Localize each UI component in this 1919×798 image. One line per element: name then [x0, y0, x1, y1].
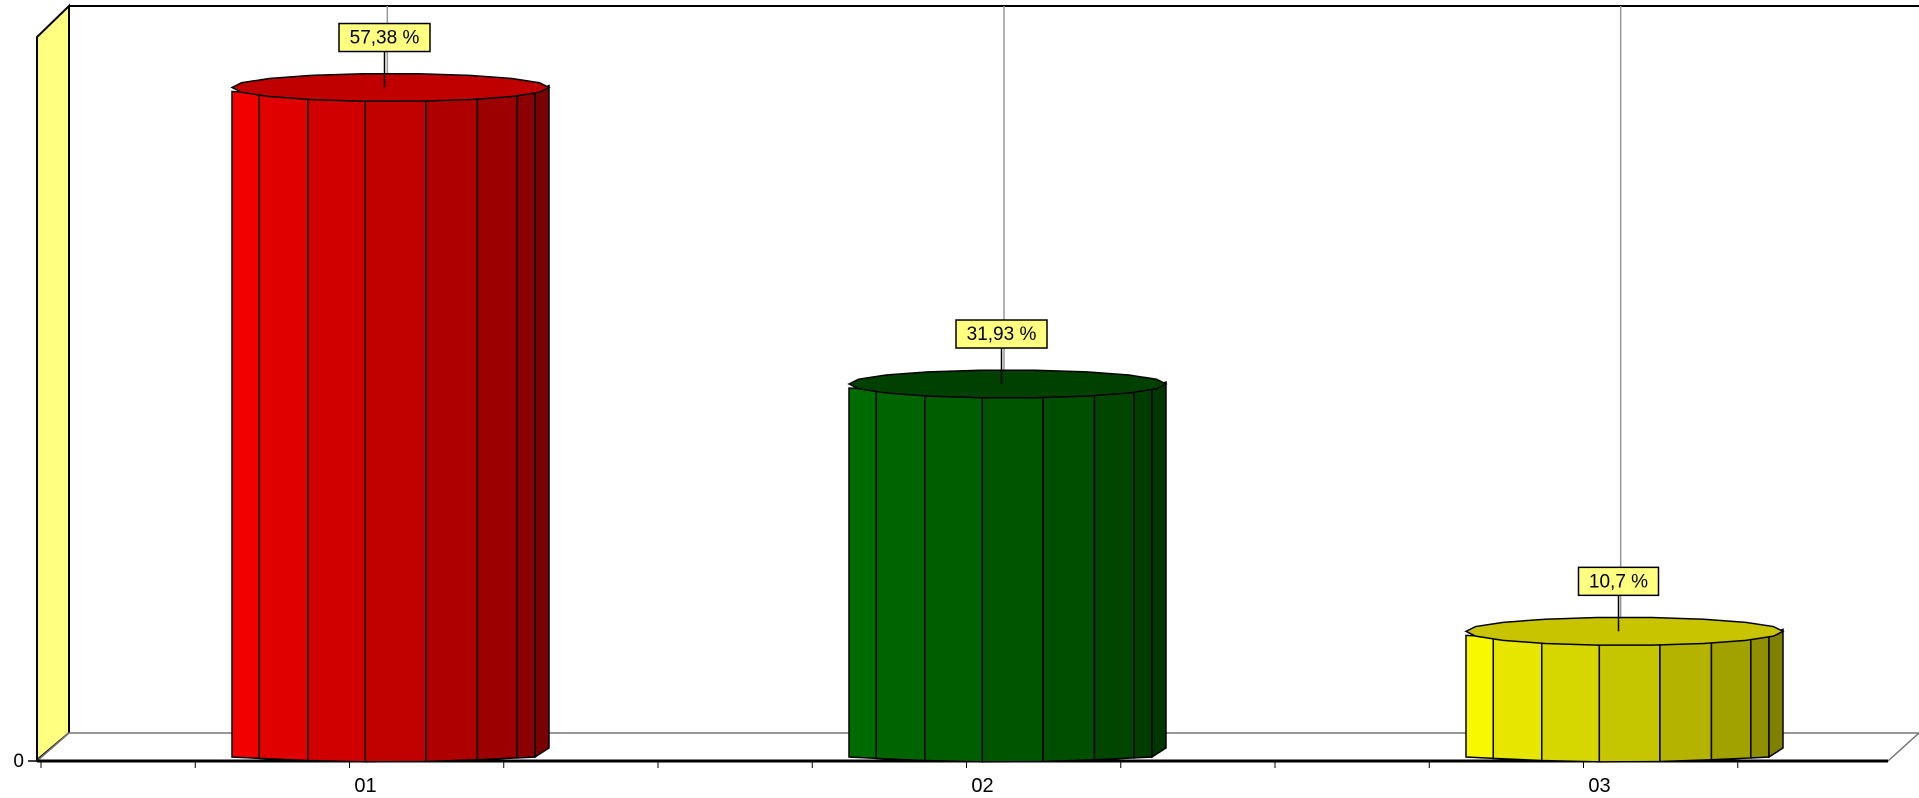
bar-facet — [364, 95, 427, 763]
bar-depth-face — [534, 84, 550, 759]
data-label-box — [955, 319, 1048, 349]
bar-facet — [1541, 638, 1601, 763]
data-label-box — [338, 22, 431, 53]
bar-depth-face — [1151, 380, 1167, 759]
bar-facet — [981, 391, 1044, 763]
bar-facet — [425, 93, 479, 763]
x-tick-label-02: 02 — [971, 775, 993, 797]
bar-depth-face — [1768, 628, 1784, 759]
bar-facet — [1042, 390, 1096, 763]
bar-facet — [1750, 634, 1770, 759]
bar-facet — [1659, 637, 1713, 763]
bar-03 — [1464, 616, 1785, 763]
data-label-02: 31,93 % — [967, 324, 1037, 345]
bar-facet — [924, 390, 984, 763]
x-tick-label-01: 01 — [354, 775, 376, 797]
x-tick-labels: 01 02 03 — [354, 775, 1610, 797]
bar-facet — [1133, 387, 1153, 759]
bar-cap — [847, 369, 1168, 399]
bar-facet — [1465, 634, 1495, 760]
bar-facet — [1093, 388, 1135, 761]
x-tick-label-03: 03 — [1588, 775, 1610, 797]
bar-facet — [231, 90, 261, 760]
data-label-01: 57,38 % — [350, 28, 420, 49]
bar-01 — [230, 72, 551, 763]
bar-cap — [1464, 616, 1785, 646]
chart-left-wall — [36, 3, 70, 763]
data-label-03: 10,7 % — [1589, 571, 1648, 592]
bars-layer — [230, 72, 1785, 763]
data-label-box — [1577, 566, 1660, 597]
y-tick-label-0: 0 — [13, 751, 24, 772]
bar-facet — [1598, 639, 1661, 763]
bar-facet — [848, 387, 878, 760]
data-labels: 57,38 % 31,93 % 10,7 % — [338, 22, 1660, 632]
bar-cap — [230, 72, 551, 103]
bar-facet — [1710, 635, 1752, 761]
bar-facet — [258, 92, 309, 762]
bar-facet — [1492, 635, 1543, 762]
x-axis-ticks — [40, 761, 1739, 768]
bar-facet — [516, 90, 536, 759]
bar-facet — [307, 94, 367, 763]
bar-facet — [875, 388, 926, 762]
bar-facet — [476, 91, 518, 761]
bar-02 — [847, 369, 1168, 763]
